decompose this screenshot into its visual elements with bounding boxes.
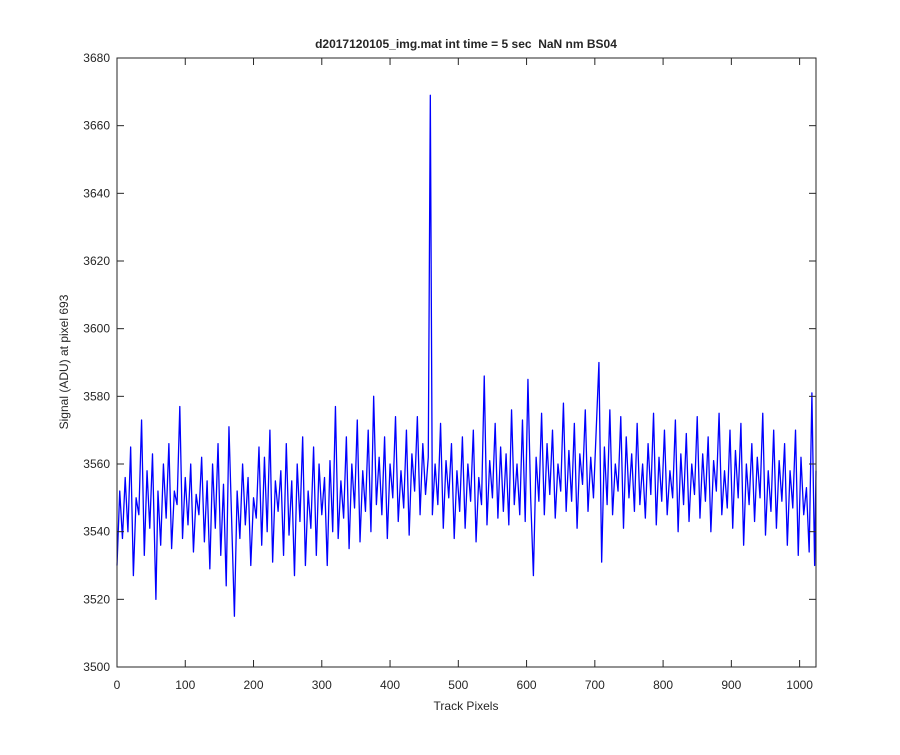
- x-tick-label: 500: [448, 678, 468, 692]
- x-tick-label: 800: [653, 678, 673, 692]
- y-tick-label: 3620: [83, 254, 110, 268]
- x-tick-label: 1000: [786, 678, 813, 692]
- y-tick-label: 3680: [83, 51, 110, 65]
- y-tick-label: 3560: [83, 457, 110, 471]
- y-tick-label: 3500: [83, 660, 110, 674]
- y-tick-label: 3660: [83, 119, 110, 133]
- x-tick-label: 300: [312, 678, 332, 692]
- x-tick-label: 200: [244, 678, 264, 692]
- x-tick-label: 700: [585, 678, 605, 692]
- x-tick-label: 100: [175, 678, 195, 692]
- plot-area: [117, 58, 816, 667]
- data-line: [116, 94, 817, 617]
- y-tick-label: 3540: [83, 525, 110, 539]
- y-axis-label: Signal (ADU) at pixel 693: [57, 294, 71, 429]
- y-tick-label: 3580: [83, 389, 110, 403]
- y-tick-label: 3640: [83, 186, 110, 200]
- y-tick-label: 3600: [83, 322, 110, 336]
- x-tick-label: 400: [380, 678, 400, 692]
- x-tick-label: 600: [517, 678, 537, 692]
- x-tick-label: 900: [721, 678, 741, 692]
- y-tick-label: 3520: [83, 592, 110, 606]
- axes-box: [116, 57, 817, 668]
- x-tick-label: 0: [114, 678, 121, 692]
- chart-title: d2017120105_img.mat int time = 5 sec NaN…: [315, 37, 617, 51]
- x-axis-label: Track Pixels: [434, 699, 499, 713]
